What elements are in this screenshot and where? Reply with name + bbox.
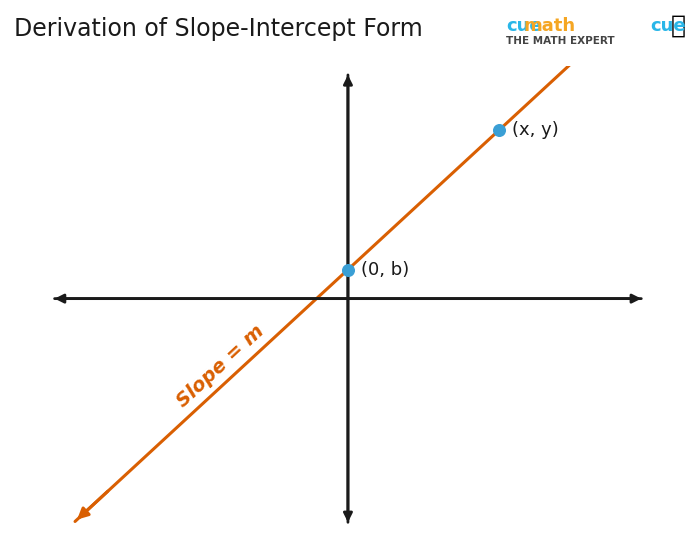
Text: math: math [524, 17, 576, 35]
Text: 🚀: 🚀 [670, 14, 686, 38]
Text: (0, b): (0, b) [361, 260, 409, 279]
Point [342, 265, 353, 274]
Text: THE MATH EXPERT: THE MATH EXPERT [506, 36, 615, 46]
Point [493, 126, 504, 135]
Text: cue: cue [650, 17, 686, 35]
Text: (x, y): (x, y) [512, 121, 559, 139]
Text: cue: cue [506, 17, 542, 35]
Text: Derivation of Slope-Intercept Form: Derivation of Slope-Intercept Form [14, 17, 422, 40]
Text: Slope = m: Slope = m [173, 322, 267, 411]
